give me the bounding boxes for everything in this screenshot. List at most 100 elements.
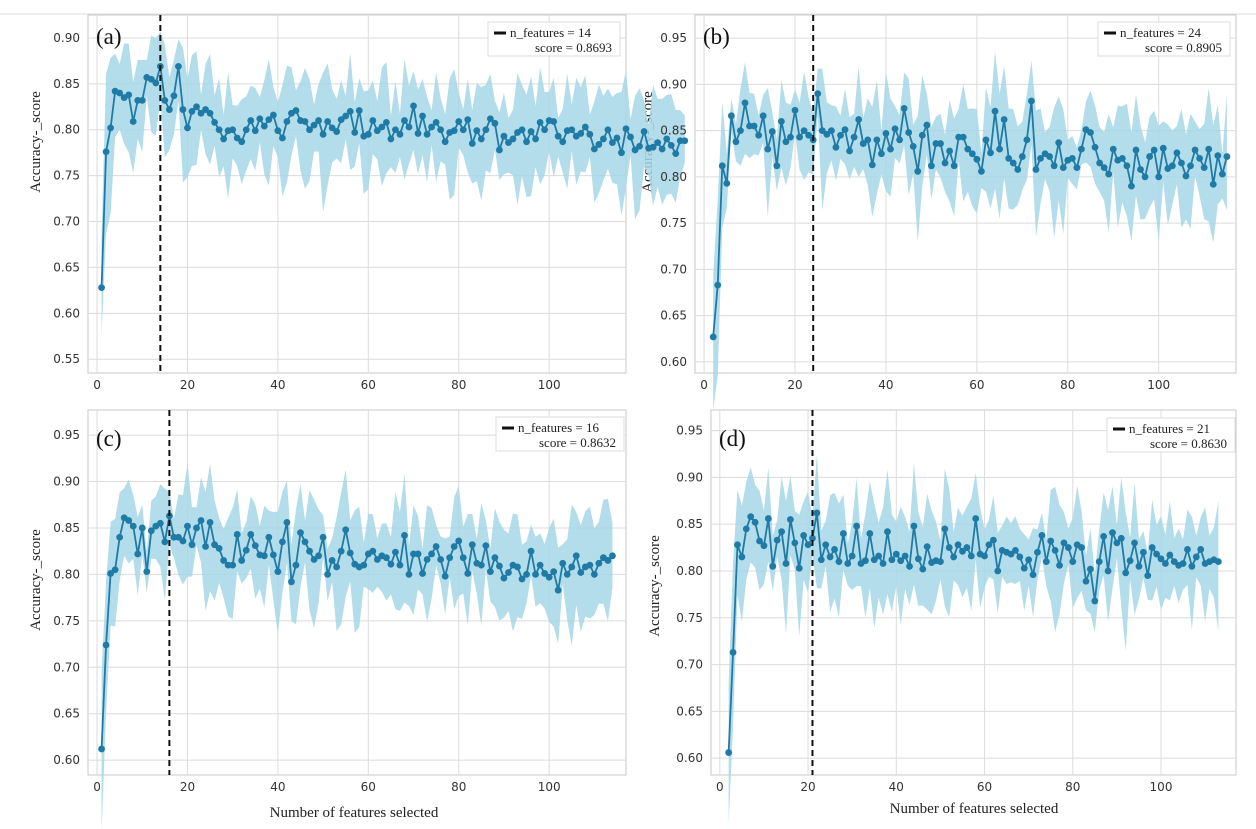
data-point [764,515,772,522]
data-point [392,126,399,134]
data-point [888,556,896,564]
data-point [627,133,634,141]
data-point [918,131,926,139]
data-point [978,167,985,175]
data-point [378,123,386,131]
data-point [179,106,187,113]
data-point [809,534,816,542]
data-point [1141,173,1149,181]
data-point [260,122,268,130]
data-point [1096,159,1104,167]
data-point [441,572,449,580]
data-point [568,563,576,571]
data-point [1029,571,1037,579]
confidence-band [101,31,685,335]
data-point [604,126,612,134]
data-point [486,115,494,123]
data-point [981,552,988,560]
y-tick-label: 0.60 [53,753,80,767]
data-point [732,138,740,146]
data-point [1104,567,1112,575]
data-point [814,90,822,98]
legend-score: score = 0.8905 [1145,40,1222,55]
y-tick-label: 0.80 [676,564,703,578]
data-point [923,121,931,129]
data-point [946,147,953,155]
y-tick-label: 0.65 [53,260,80,274]
data-point [1014,166,1022,173]
data-point [360,561,368,569]
data-point [853,522,860,530]
data-point [1028,97,1035,105]
data-point [609,552,616,560]
data-point [1197,546,1205,553]
data-point [523,570,530,578]
data-point [839,530,847,537]
data-point [536,561,544,569]
data-point [741,99,749,107]
data-point [486,568,494,576]
y-tick-label: 0.90 [53,31,80,45]
data-point [985,541,993,549]
data-point [868,161,876,169]
xlabel-d: Number of features selected [890,801,1059,817]
data-point [147,527,155,535]
data-point [500,132,508,140]
data-point [681,137,689,145]
y-tick-label: 0.75 [53,169,80,183]
data-point [441,138,449,146]
score-line [100,66,685,288]
data-point [937,558,944,566]
panel-b: 0 20 40 60 80 100 0.60 0.65 0.70 0.75 0.80 0.85 0.90… [660,14,1237,410]
data-point [609,139,616,146]
data-point [972,515,980,522]
data-point [346,549,354,557]
data-point [301,538,309,546]
data-point [804,541,812,549]
data-point [401,531,408,539]
data-point [337,547,345,555]
data-point [283,118,291,125]
data-point [1117,534,1125,542]
data-point [500,574,508,582]
data-point [875,552,883,560]
data-point [351,129,359,136]
data-point [787,133,794,141]
x-tick-label: 40 [878,378,893,392]
data-point [369,117,377,124]
data-point [193,103,200,111]
data-point [1196,154,1204,162]
data-point [1182,172,1190,180]
data-point [897,557,905,565]
data-point [841,126,849,134]
data-point [1173,149,1181,157]
data-point [914,555,922,563]
data-point [188,107,196,115]
data-point [1005,154,1013,162]
x-tick-label: 100 [538,780,561,794]
panel-label: (b) [703,24,730,49]
data-point [954,541,962,549]
data-point [795,564,803,572]
data-point [850,133,858,141]
data-point [782,560,790,567]
data-point [1046,153,1054,160]
data-point [1087,129,1094,136]
data-point [1128,182,1135,190]
data-point [306,126,313,134]
data-point [364,130,372,138]
data-point [482,542,490,549]
data-point [387,560,395,568]
data-point [319,533,327,541]
data-point [950,553,958,561]
data-point [1192,553,1200,561]
data-point [1126,557,1134,565]
data-point [586,130,594,138]
data-point [950,162,958,170]
x-tick-label: 100 [538,378,561,392]
data-point [505,139,512,146]
data-point [891,125,899,133]
data-point [527,547,535,555]
data-point [1135,562,1143,570]
data-point [251,127,259,135]
